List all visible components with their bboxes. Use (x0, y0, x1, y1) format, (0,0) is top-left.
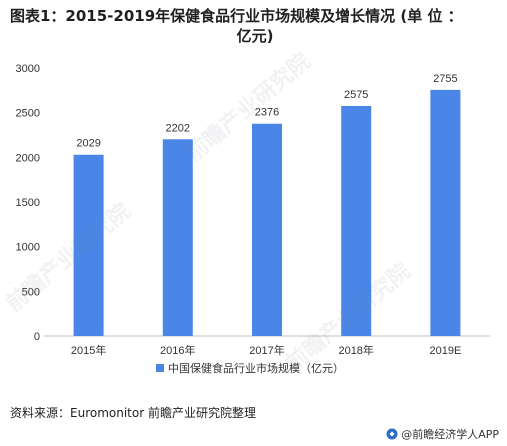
data-label: 2575 (344, 89, 368, 101)
chart-title-line1: 图表1：2015-2019年保健食品行业市场规模及增长情况 (单 位 ： (10, 7, 463, 25)
bar (430, 89, 461, 337)
brand-label: @前瞻经济学人APP (401, 428, 499, 441)
chart-title: 图表1：2015-2019年保健食品行业市场规模及增长情况 (单 位 ： 亿元) (10, 6, 500, 46)
chart-title-line2: 亿元) (236, 27, 274, 45)
y-tick-label: 2500 (16, 108, 40, 120)
y-axis: 0 500 1000 1500 2000 2500 3000 (16, 63, 40, 343)
bars (73, 89, 461, 337)
bar (252, 123, 282, 336)
y-tick-label: 3000 (16, 63, 40, 75)
x-tick-label: 2015年 (71, 343, 106, 357)
x-tick-label: 2016年 (160, 343, 195, 357)
x-tick-label: 2018年 (338, 343, 373, 357)
data-label: 2202 (166, 122, 190, 134)
bar (73, 154, 104, 336)
legend-swatch (156, 364, 164, 372)
legend: 中国保健食品行业市场规模（亿元） (156, 361, 344, 375)
qianzhan-logo-icon (386, 428, 398, 440)
data-label: 2376 (255, 107, 279, 119)
source-note: 资料来源：Euromonitor 前瞻产业研究院整理 (10, 406, 256, 420)
bar (341, 105, 372, 336)
data-label: 2029 (76, 138, 100, 150)
x-tick-label: 2019E (429, 345, 461, 357)
y-tick-label: 2000 (16, 152, 40, 164)
x-tick-label: 2017年 (249, 343, 284, 357)
data-labels: 2029 2202 2376 2575 2755 (76, 73, 457, 150)
y-tick-label: 0 (34, 331, 40, 343)
data-label: 2755 (433, 73, 457, 85)
y-tick-label: 500 (22, 286, 40, 298)
legend-label: 中国保健食品行业市场规模（亿元） (168, 361, 344, 375)
bar (162, 139, 193, 336)
brand-badge: @前瞻经济学人APP (386, 426, 499, 442)
x-axis: 2015年 2016年 2017年 2018年 2019E (44, 335, 490, 357)
y-tick-label: 1000 (16, 242, 40, 254)
y-tick-label: 1500 (16, 197, 40, 209)
